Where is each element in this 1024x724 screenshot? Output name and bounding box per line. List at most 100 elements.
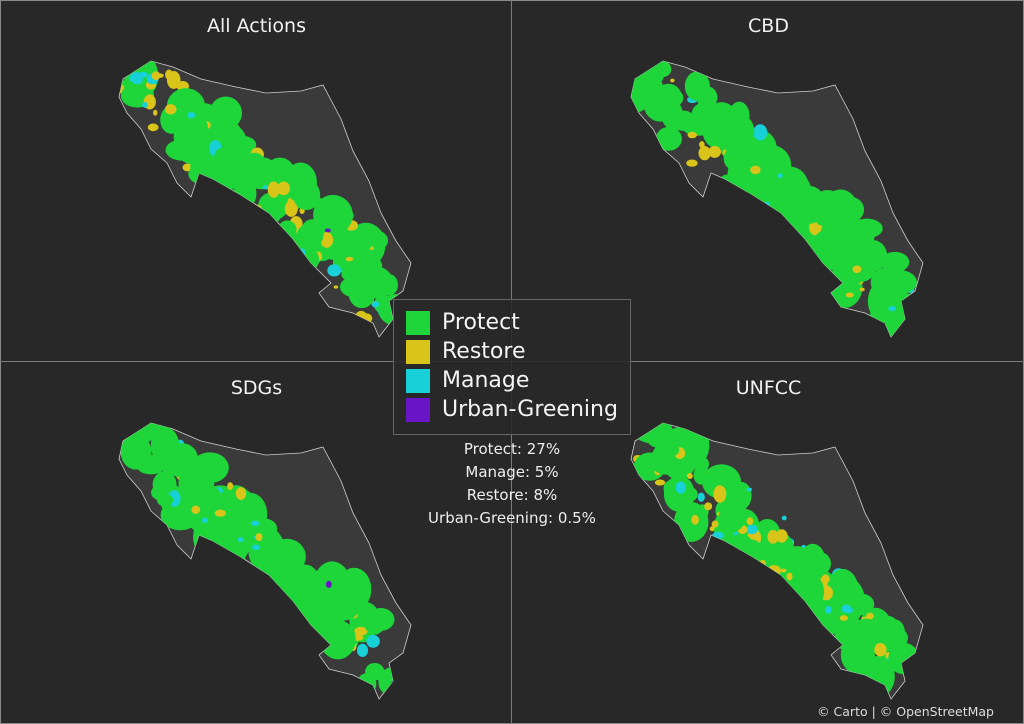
manage-area	[697, 492, 705, 502]
map-canvas[interactable]	[1, 363, 512, 724]
restore-area	[147, 123, 159, 132]
restore-area	[788, 599, 800, 610]
protect-area	[243, 152, 267, 177]
restore-area	[852, 265, 862, 274]
restore-area	[711, 520, 719, 528]
manage-area	[142, 102, 148, 108]
legend: Protect Restore Manage Urban-Greening	[393, 299, 631, 435]
manage-area	[252, 544, 261, 551]
restore-area	[333, 285, 339, 289]
legend-swatch	[406, 397, 430, 422]
protect-area	[182, 473, 215, 494]
restore-area	[767, 529, 779, 544]
protect-area	[119, 423, 131, 424]
urban-greening-area	[325, 580, 332, 588]
manage-area	[824, 605, 832, 614]
restore-area	[124, 423, 136, 429]
map-panel-unfcc[interactable]: UNFCC	[513, 363, 1024, 724]
legend-item-urban-greening: Urban-Greening	[406, 395, 630, 424]
restore-area	[165, 69, 173, 80]
protect-area	[186, 492, 225, 535]
panel-title: All Actions	[207, 15, 306, 37]
legend-swatch	[406, 310, 430, 335]
stat-protect: Protect: 27%	[463, 440, 561, 458]
protect-area	[826, 568, 859, 614]
protect-area	[386, 678, 411, 698]
restore-area	[267, 181, 280, 198]
restore-area	[277, 181, 290, 196]
restore-area	[713, 485, 727, 503]
manage-area	[366, 634, 380, 648]
map-canvas[interactable]	[513, 363, 1024, 724]
protect-area	[348, 275, 376, 309]
protect-area	[917, 310, 923, 337]
restore-area	[775, 529, 788, 543]
protect-area	[387, 667, 403, 678]
protect-area	[300, 219, 324, 248]
restore-area	[284, 200, 298, 217]
protect-area	[358, 237, 373, 251]
protect-area	[849, 622, 870, 648]
legend-label: Protect	[442, 310, 520, 335]
manage-area	[778, 172, 783, 179]
protect-area	[850, 218, 883, 239]
map-attribution[interactable]: © Carto | © OpenStreetMap	[817, 704, 994, 719]
restore-area	[780, 568, 787, 573]
restore-area	[235, 487, 247, 500]
manage-area	[250, 520, 260, 526]
map-panel-cbd[interactable]: CBD	[513, 1, 1024, 362]
protect-area	[292, 179, 321, 211]
restore-area	[708, 146, 722, 158]
protect-area	[156, 494, 174, 507]
protect-area	[684, 71, 710, 101]
manage-area	[746, 524, 758, 535]
manage-area	[327, 264, 342, 277]
manage-area	[801, 544, 806, 548]
manage-area	[675, 481, 687, 494]
restore-area	[345, 256, 354, 262]
restore-area	[845, 292, 854, 298]
manage-area	[237, 536, 244, 543]
stat-manage: Manage: 5%	[465, 463, 559, 481]
manage-area	[781, 515, 787, 521]
restore-area	[687, 131, 698, 139]
protect-area	[244, 559, 280, 600]
legend-swatch	[406, 368, 430, 393]
restore-area	[859, 287, 865, 292]
restore-area	[698, 145, 711, 161]
map-canvas[interactable]	[513, 1, 1024, 362]
manage-area	[371, 301, 380, 308]
protect-area	[884, 619, 905, 646]
protect-area	[363, 608, 386, 635]
restore-area	[255, 533, 263, 542]
protect-area	[119, 423, 135, 438]
coverage-stats: Protect: 27% Manage: 5% Restore: 8% Urba…	[412, 438, 612, 530]
restore-area	[214, 509, 226, 517]
map-canvas[interactable]	[1, 1, 512, 362]
manage-area	[201, 517, 208, 524]
map-panel-all-actions[interactable]: All Actions	[1, 1, 512, 362]
manage-area	[187, 111, 196, 119]
restore-area	[759, 559, 766, 567]
restore-area	[129, 423, 140, 428]
manage-area	[138, 71, 148, 78]
protect-area	[278, 220, 297, 239]
protect-area	[723, 145, 752, 172]
protect-area	[653, 61, 672, 78]
manage-area	[841, 604, 852, 613]
protect-area	[232, 171, 248, 191]
manage-area	[746, 487, 753, 492]
protect-area	[813, 203, 834, 227]
protect-area	[860, 655, 895, 698]
protect-area	[821, 189, 860, 238]
restore-area	[117, 47, 128, 60]
restore-area	[750, 165, 761, 175]
map-panel-sdgs[interactable]: SDGs	[1, 363, 512, 724]
restore-area	[251, 204, 263, 217]
protect-area	[233, 492, 268, 536]
protect-area	[879, 269, 917, 295]
restore-area	[709, 526, 715, 532]
restore-area	[354, 626, 368, 636]
restore-area	[164, 104, 177, 115]
